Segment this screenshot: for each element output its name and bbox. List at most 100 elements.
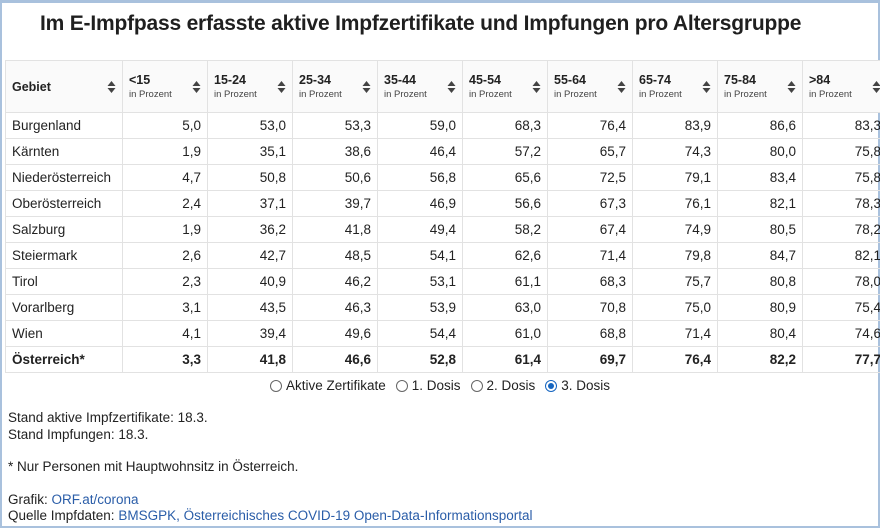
credit: Quelle Impfdaten: BMSGPK, Österreichisch… xyxy=(8,508,533,525)
column-label: <15 xyxy=(129,73,151,87)
value-cell: 82,2 xyxy=(717,346,803,373)
value-cell: 2,3 xyxy=(122,268,208,295)
table-row: Vorarlberg 3,1 43,5 46,3 53,9 63,0 70,8 75,0 80,… xyxy=(5,294,880,321)
column-label: Gebiet xyxy=(12,79,51,94)
column-sublabel: in Prozent xyxy=(724,89,767,100)
sort-icon[interactable] xyxy=(787,80,796,94)
radio-option[interactable]: 3. Dosis xyxy=(545,378,610,393)
radio-option[interactable]: 2. Dosis xyxy=(470,378,535,393)
value-cell: 1,9 xyxy=(122,138,208,165)
radio-dot[interactable] xyxy=(545,380,558,392)
value-cell: 80,9 xyxy=(717,294,803,321)
column-sublabel: in Prozent xyxy=(384,89,427,100)
sort-icon[interactable] xyxy=(617,80,626,94)
value-cell: 46,2 xyxy=(292,268,378,295)
value-cell: 37,1 xyxy=(207,190,293,217)
sort-icon[interactable] xyxy=(107,80,116,94)
value-cell: 61,1 xyxy=(462,268,548,295)
region-cell: Österreich* xyxy=(5,346,123,373)
column-sublabel: in Prozent xyxy=(809,89,852,100)
value-cell: 50,8 xyxy=(207,164,293,191)
value-cell: 71,4 xyxy=(632,320,718,347)
value-cell: 58,2 xyxy=(462,216,548,243)
link[interactable]: ORF.at/corona xyxy=(51,491,139,507)
table-row: Kärnten 1,9 35,1 38,6 46,4 57,2 65,7 74,3 80,0 75… xyxy=(5,138,880,165)
column-header[interactable]: Gebiet xyxy=(5,60,123,113)
column-sublabel: in Prozent xyxy=(214,89,257,100)
sort-icon[interactable] xyxy=(362,80,371,94)
credit: Grafik: ORF.at/corona xyxy=(8,492,533,509)
sort-icon[interactable] xyxy=(532,80,541,94)
value-cell: 67,4 xyxy=(547,216,633,243)
value-cell: 53,0 xyxy=(207,112,293,139)
value-cell: 79,8 xyxy=(632,242,718,269)
value-cell: 68,3 xyxy=(547,268,633,295)
sort-icon[interactable] xyxy=(447,80,456,94)
value-cell: 65,6 xyxy=(462,164,548,191)
value-cell: 56,6 xyxy=(462,190,548,217)
table-row: Steiermark 2,6 42,7 48,5 54,1 62,6 71,4 79,8 84,… xyxy=(5,242,880,269)
radio-dot[interactable] xyxy=(395,380,408,392)
value-cell: 84,7 xyxy=(717,242,803,269)
radio-label: 1. Dosis xyxy=(411,378,461,393)
sort-icon[interactable] xyxy=(192,80,201,94)
note: Stand aktive Impfzertifikate: 18.3. xyxy=(8,410,208,425)
value-cell: 78,3 xyxy=(802,190,880,217)
value-cell: 77,7 xyxy=(802,346,880,373)
column-sublabel: in Prozent xyxy=(129,89,172,100)
value-cell: 80,0 xyxy=(717,138,803,165)
column-header[interactable]: 45-54 in Prozent xyxy=(462,60,548,113)
sort-icon[interactable] xyxy=(702,80,711,94)
value-cell: 56,8 xyxy=(377,164,463,191)
value-cell: 36,2 xyxy=(207,216,293,243)
radio-dot[interactable] xyxy=(470,380,483,392)
value-cell: 63,0 xyxy=(462,294,548,321)
value-cell: 75,8 xyxy=(802,164,880,191)
value-cell: 76,4 xyxy=(632,346,718,373)
column-label: 55-64 xyxy=(554,73,586,87)
region-cell: Oberösterreich xyxy=(5,190,123,217)
sort-icon[interactable] xyxy=(872,80,880,94)
value-cell: 4,1 xyxy=(122,320,208,347)
sort-icon[interactable] xyxy=(277,80,286,94)
column-label: >84 xyxy=(809,73,831,87)
footnote: * Nur Personen mit Hauptwohnsitz in Öste… xyxy=(8,459,299,474)
value-cell: 67,3 xyxy=(547,190,633,217)
value-cell: 75,0 xyxy=(632,294,718,321)
value-cell: 76,4 xyxy=(547,112,633,139)
radio-option[interactable]: Aktive Zertifikate xyxy=(269,378,386,393)
value-cell: 83,9 xyxy=(632,112,718,139)
column-header[interactable]: 25-34 in Prozent xyxy=(292,60,378,113)
value-cell: 46,4 xyxy=(377,138,463,165)
column-header[interactable]: 75-84 in Prozent xyxy=(717,60,803,113)
value-cell: 74,9 xyxy=(632,216,718,243)
column-header[interactable]: >84 in Prozent xyxy=(802,60,880,113)
column-header[interactable]: 35-44 in Prozent xyxy=(377,60,463,113)
value-cell: 1,9 xyxy=(122,216,208,243)
column-label: 25-34 xyxy=(299,73,331,87)
value-cell: 46,3 xyxy=(292,294,378,321)
table-row: Burgenland 5,0 53,0 53,3 59,0 68,3 76,4 83,9 86,… xyxy=(5,112,880,139)
value-cell: 40,9 xyxy=(207,268,293,295)
column-header[interactable]: 65-74 in Prozent xyxy=(632,60,718,113)
value-cell: 53,1 xyxy=(377,268,463,295)
column-header[interactable]: <15 in Prozent xyxy=(122,60,208,113)
region-cell: Niederösterreich xyxy=(5,164,123,191)
column-sublabel: in Prozent xyxy=(299,89,342,100)
value-cell: 50,6 xyxy=(292,164,378,191)
notes: Stand aktive Impfzertifikate: 18.3. Stan… xyxy=(8,410,533,525)
value-cell: 82,1 xyxy=(802,242,880,269)
radio-dot[interactable] xyxy=(269,380,282,392)
value-cell: 53,9 xyxy=(377,294,463,321)
column-header[interactable]: 15-24 in Prozent xyxy=(207,60,293,113)
table-row: Salzburg 1,9 36,2 41,8 49,4 58,2 67,4 74,9 80,5 7… xyxy=(5,216,880,243)
radio-option[interactable]: 1. Dosis xyxy=(395,378,461,393)
table-row: Tirol 2,3 40,9 46,2 53,1 61,1 68,3 75,7 80,8 78,0 xyxy=(5,268,880,295)
value-cell: 2,6 xyxy=(122,242,208,269)
option-group: Aktive Zertifikate 1. Dosis 2. Dosis 3. Dos… xyxy=(2,378,878,393)
column-label: 65-74 xyxy=(639,73,671,87)
column-header[interactable]: 55-64 in Prozent xyxy=(547,60,633,113)
link[interactable]: BMSGPK, Österreichisches COVID-19 Open-D… xyxy=(118,508,533,523)
value-cell: 41,8 xyxy=(292,216,378,243)
value-cell: 39,4 xyxy=(207,320,293,347)
